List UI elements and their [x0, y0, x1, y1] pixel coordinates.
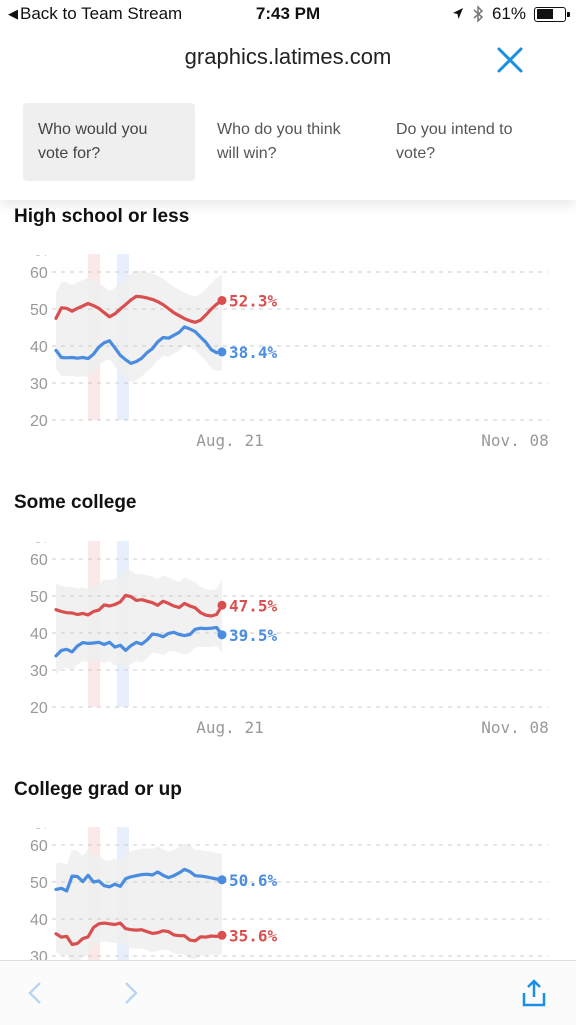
battery-icon — [534, 6, 570, 22]
series-end-label-0: 47.5% — [229, 596, 278, 615]
browser-toolbar — [0, 960, 576, 1025]
chart-some-college: 20 30 40 50 60 Aug. 21 Nov. 08 47.5% 39.5% — [30, 541, 549, 737]
share-icon[interactable] — [518, 977, 550, 1009]
uncertainty-band — [56, 843, 222, 960]
uncertainty-band — [56, 569, 222, 675]
bluetooth-icon — [473, 5, 484, 23]
y-tick-label: 50 — [30, 302, 48, 319]
x-tick-label: Nov. 08 — [481, 718, 548, 737]
x-tick-label: Aug. 21 — [196, 431, 263, 450]
close-icon[interactable] — [490, 40, 530, 80]
y-tick-label: 20 — [30, 700, 48, 717]
series-end-label-1: 39.5% — [229, 626, 278, 645]
back-arrow-icon: ◀ — [8, 6, 18, 21]
back-label: Back to Team Stream — [20, 4, 183, 23]
y-tick-label: 30 — [30, 663, 48, 680]
y-tick-label: 30 — [30, 376, 48, 393]
browser-header: graphics.latimes.com — [0, 32, 576, 91]
x-tick-label: Nov. 08 — [481, 431, 548, 450]
series-end-label-1: 38.4% — [229, 343, 278, 362]
y-tick-label: 50 — [30, 589, 48, 606]
y-tick-label: 40 — [30, 626, 48, 643]
location-arrow-icon — [452, 8, 463, 19]
series-end-point-0 — [217, 295, 227, 305]
tab-who-would-you-vote-for[interactable]: Who would you vote for? — [23, 103, 195, 181]
status-bar: ◀ Back to Team Stream 7:43 PM 61% — [0, 0, 576, 30]
series-line-1 — [54, 325, 224, 366]
series-end-label-0: 50.6% — [229, 871, 278, 890]
series-end-label-0: 52.3% — [229, 291, 278, 310]
battery-fill — [536, 9, 553, 19]
series-end-point-1 — [217, 930, 227, 940]
series-line-0 — [54, 593, 224, 618]
series-line-0 — [54, 867, 224, 893]
battery-percent: 61% — [491, 4, 526, 23]
series-line-0 — [54, 294, 224, 324]
chart-college-grad: 30 40 50 60 50.6% 35.6% — [30, 827, 548, 960]
tab-who-will-win[interactable]: Who do you think will win? — [217, 121, 341, 162]
series-end-point-1 — [217, 630, 227, 640]
series-end-point-1 — [217, 347, 227, 357]
uncertainty-band — [56, 270, 222, 382]
series-end-point-0 — [217, 875, 227, 885]
y-tick-label: 40 — [30, 339, 48, 356]
y-tick-label: 20 — [30, 413, 48, 430]
y-tick-label: 60 — [30, 838, 48, 855]
tab-intend-to-vote[interactable]: Do you intend to vote? — [396, 121, 513, 162]
section-title-college-grad: College grad or up — [14, 779, 182, 800]
back-to-app-button[interactable]: ◀ Back to Team Stream — [8, 4, 182, 24]
y-tick-label: 60 — [30, 552, 48, 569]
series-end-label-1: 35.6% — [229, 926, 278, 945]
status-indicators: 61% — [452, 4, 570, 24]
chart-scroll-area[interactable]: High school or less 20 30 40 50 60 Aug. 21 Nov… — [0, 200, 576, 960]
y-tick-label: 30 — [30, 949, 48, 960]
y-tick-label: 50 — [30, 875, 48, 892]
y-tick-label: 60 — [30, 265, 48, 282]
section-title-high-school: High school or less — [14, 206, 190, 227]
url-display[interactable]: graphics.latimes.com — [184, 44, 392, 69]
chart-high-school: 20 30 40 50 60 Aug. 21 Nov. 08 52.3% 38.4% — [30, 254, 549, 450]
series-line-1 — [54, 625, 224, 658]
series-end-point-0 — [217, 600, 227, 610]
question-tabs: Who would you vote for? Who do you think… — [0, 90, 576, 200]
series-line-1 — [54, 921, 224, 947]
back-chevron-icon[interactable] — [20, 977, 52, 1009]
section-title-some-college: Some college — [14, 492, 137, 513]
x-tick-label: Aug. 21 — [196, 718, 263, 737]
forward-chevron-icon[interactable] — [114, 977, 146, 1009]
clock: 7:43 PM — [255, 4, 321, 23]
y-tick-label: 40 — [30, 912, 48, 929]
